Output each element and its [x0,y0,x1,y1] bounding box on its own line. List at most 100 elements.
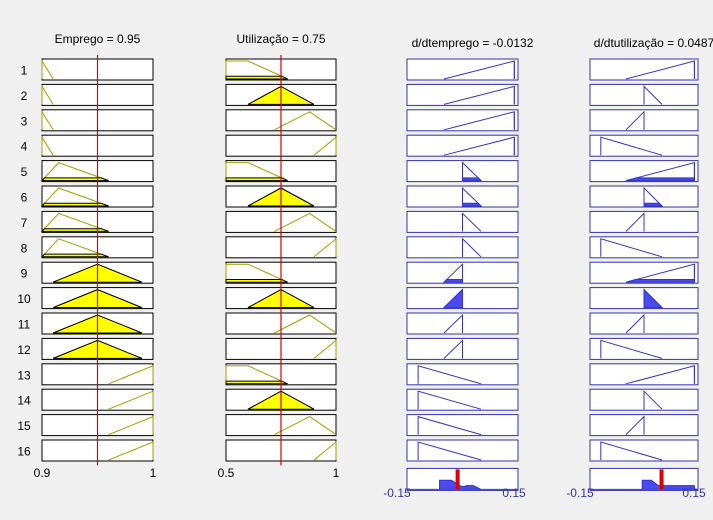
activated-input-area [40,177,109,182]
aggregate-output [589,467,699,491]
axis-min-label: -0.15 [566,486,594,500]
output-column-0: d/dtemprego = -0.0132 -0.15 0.15 [383,36,533,500]
rule-number-label: 15 [17,419,31,433]
rule-cell-box [589,160,699,183]
membership-function-curve [417,441,482,461]
rule-cell-box [406,58,519,81]
rule-cell-box [406,414,519,437]
column-title: Emprego = 0.95 [55,32,141,46]
rule-cell [406,236,519,259]
membership-function-curve [417,415,482,436]
membership-function-curve [600,238,663,258]
rule-cell [589,160,699,183]
axis-max-label: 0.15 [502,486,526,500]
rule-number-label: 7 [21,216,28,230]
rule-cell-box [406,363,519,386]
rule-cell [589,287,699,310]
output-column-1: d/dtutilização = 0.0487 -0.15 0.15 [566,36,713,500]
rule-number-label: 6 [21,191,28,205]
rule-cell [406,58,519,81]
rule-number-label: 14 [17,394,31,408]
activated-input-area [40,228,109,232]
axis-max-label: 1 [333,466,340,480]
rule-number-label: 16 [17,445,31,459]
activated-input-area [225,75,288,80]
membership-function-curve [108,365,154,385]
rule-cell [589,261,699,284]
rule-cell [589,388,699,411]
membership-function-curve [417,390,482,410]
membership-function-curve [41,135,54,156]
rule-number-label: 9 [21,267,28,281]
rule-number-label: 4 [21,140,28,154]
membership-function-curve [313,440,337,461]
input-column-1: Utilização = 0.75 0.5 1 [218,32,340,480]
column-title: Utilização = 0.75 [236,32,325,46]
implied-output-area [442,279,463,283]
implied-output-area [625,279,695,283]
rule-cell [406,337,519,360]
membership-function-curve [417,365,482,385]
membership-function-curve [41,84,54,105]
rule-cell [589,337,699,360]
axis-max-label: 0.15 [682,486,706,500]
rule-cell [406,160,519,183]
aggregate-area [590,479,698,490]
rule-cell [589,312,699,335]
rule-cell [406,134,519,157]
membership-function-curve [274,314,337,334]
membership-function-curve [41,238,109,258]
rule-cell [406,185,519,208]
rule-cell-box [589,58,699,81]
rule-number-label: 3 [21,114,28,128]
membership-function-curve [41,110,54,131]
membership-function-curve [313,237,337,258]
activated-input-area [40,253,109,258]
axis-min-label: -0.15 [383,486,411,500]
rule-cell [406,363,519,386]
membership-function-curve [225,162,288,182]
rule-cell [589,439,699,462]
membership-function-curve [313,136,337,156]
membership-function-curve [108,390,154,410]
rule-cell [406,210,519,233]
rule-cell-box [406,439,519,462]
rule-cell [589,210,699,233]
rule-cell [589,414,699,437]
axis-max-label: 1 [150,466,157,480]
activated-input-area [225,177,288,182]
aggregate-box [589,467,699,491]
rule-cell [406,261,519,284]
axis-min-label: 0.9 [34,466,51,480]
rule-cell-box [589,363,699,386]
membership-function-curve [600,441,663,461]
membership-function-curve [41,187,109,207]
activated-input-area [225,380,288,385]
implied-output-area [643,202,664,207]
rule-cell-box [589,134,699,157]
rule-cell [406,439,519,462]
membership-function-curve [600,339,663,359]
aggregate-output [406,467,519,491]
rule-cell [406,83,519,106]
rule-number-label: 11 [18,318,31,332]
aggregate-box [406,467,519,491]
implied-output-area [643,288,664,309]
implied-output-area [462,177,483,182]
rule-number-label: 5 [21,165,28,179]
column-title: d/dtutilização = 0.0487 [594,36,713,50]
input-column-0: Emprego = 0.95 0.9 1 [34,32,157,480]
rule-number-label: 8 [21,241,28,255]
rule-number-label: 13 [17,368,31,382]
membership-function-curve [225,60,288,80]
membership-function-curve [313,339,337,359]
defuzzified-output-marker [659,469,664,490]
rule-cell-box [406,109,519,132]
membership-function-curve [274,212,337,232]
membership-function-curve [225,263,288,283]
membership-function-curve [41,212,109,232]
rule-number-label: 2 [21,89,28,103]
rule-cell [589,58,699,81]
rule-cell-box [589,236,699,259]
